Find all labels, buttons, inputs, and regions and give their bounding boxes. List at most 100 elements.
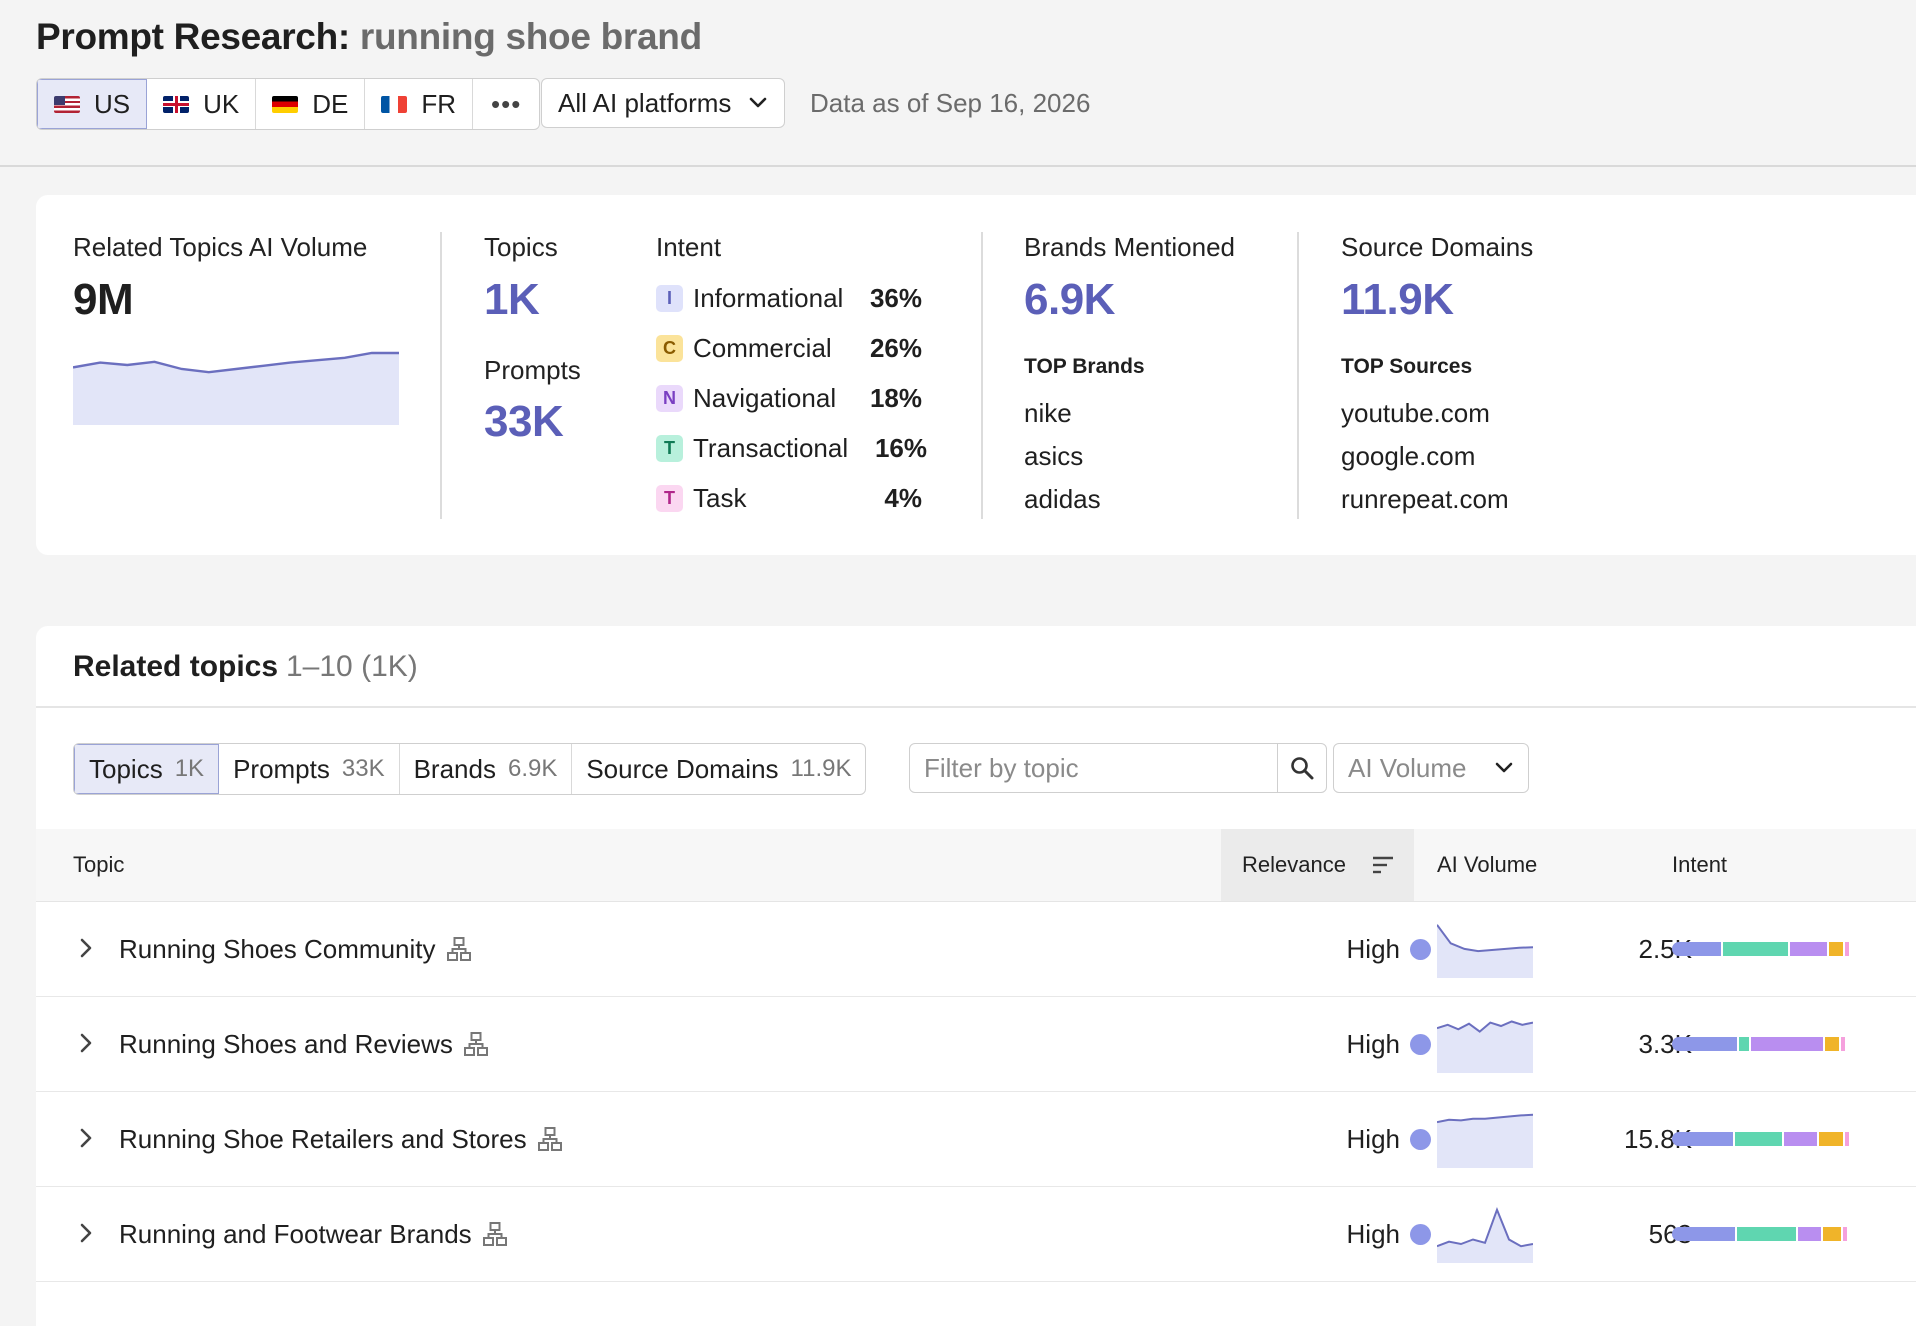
section-title: Related topics (73, 650, 279, 683)
volume-trend-line (73, 351, 399, 374)
prompts-label: Prompts (484, 355, 581, 385)
top-source-item[interactable]: runrepeat.com (1341, 484, 1509, 514)
top-brand-item[interactable]: adidas (1024, 484, 1101, 514)
topic-name[interactable]: Running Shoe Retailers and Stores (119, 1123, 527, 1154)
intent-name: Informational (693, 282, 844, 313)
table-row[interactable]: Running Shoes Community High 2.5K (36, 902, 1916, 997)
volume-select[interactable]: AI Volume (1333, 743, 1529, 793)
intent-badge: T (656, 484, 683, 512)
column-ai-volume[interactable]: AI Volume (1437, 852, 1538, 877)
related-topics-card: Related topics 1–10 (1K) Topics 1K Promp… (36, 626, 1916, 1326)
chevron-right-icon[interactable] (76, 1219, 96, 1247)
topic-name-cell[interactable]: Running and Footwear Brands (119, 1187, 508, 1281)
hierarchy-icon[interactable] (463, 1031, 489, 1057)
top-source-item[interactable]: google.com (1341, 441, 1476, 471)
intent-segment (1737, 1227, 1797, 1241)
intent-segment (1790, 942, 1827, 956)
top-sources-heading: TOP Sources (1341, 355, 1473, 378)
sources-label: Source Domains (1341, 232, 1534, 262)
topic-filter (909, 743, 1327, 793)
topic-name[interactable]: Running Shoes and Reviews (119, 1028, 453, 1059)
sparkline-line (1437, 1113, 1533, 1124)
table-row[interactable]: Running Shoe Retailers and Stores High 15.… (36, 1092, 1916, 1187)
tab-count: 1K (174, 755, 205, 782)
chevron-right-icon[interactable] (76, 1124, 96, 1152)
hierarchy-icon[interactable] (482, 1221, 508, 1247)
platform-select[interactable]: All AI platforms (541, 78, 785, 128)
tab-brands[interactable]: Brands 6.9K (400, 744, 573, 794)
intent-distribution-bar (1672, 1037, 1884, 1051)
geo-us-button[interactable]: US (37, 79, 148, 129)
column-topic[interactable]: Topic (73, 852, 125, 877)
intent-row: C Commercial 26% (656, 330, 922, 366)
divider (36, 706, 1916, 708)
intent-name: Task (693, 482, 747, 513)
tab-topics[interactable]: Topics 1K (74, 744, 220, 794)
tab-prompts[interactable]: Prompts 33K (219, 744, 400, 794)
relevance-cell: High (1276, 997, 1431, 1091)
table-row[interactable]: Running and Footwear Brands High 563 (36, 1187, 1916, 1282)
top-brands-heading: TOP Brands (1024, 355, 1145, 378)
intent-segment (1824, 1037, 1840, 1051)
relevance-dot-icon (1410, 938, 1431, 960)
column-relevance[interactable]: Relevance (1221, 829, 1414, 901)
tab-label: Brands (413, 753, 496, 784)
column-intent[interactable]: Intent (1672, 852, 1728, 877)
divider (440, 232, 442, 519)
chevron-right-icon[interactable] (76, 934, 96, 962)
relevance-dot-icon (1410, 1223, 1431, 1245)
intent-row: I Informational 36% (656, 280, 922, 316)
intent-name: Transactional (693, 432, 849, 463)
table-header: Topic Relevance AI Volume Intent (36, 829, 1916, 902)
topic-name[interactable]: Running Shoes Community (119, 933, 436, 964)
topic-name-cell[interactable]: Running Shoe Retailers and Stores (119, 1092, 563, 1186)
search-button[interactable] (1277, 744, 1326, 792)
topic-name[interactable]: Running and Footwear Brands (119, 1218, 472, 1249)
intent-pct: 26% (869, 332, 922, 363)
page-header: Prompt Research: running shoe brand US U… (0, 0, 1916, 167)
hierarchy-icon[interactable] (446, 936, 472, 962)
volume-sparkline (1437, 1207, 1533, 1263)
relevance-value: High (1346, 1218, 1400, 1249)
more-geos-button[interactable]: ••• (491, 88, 522, 119)
intent-segment (1841, 1037, 1846, 1051)
sparkline-line (1437, 1207, 1533, 1248)
sparkline-area (1437, 1209, 1533, 1263)
intent-segment (1818, 1132, 1844, 1146)
topic-name-cell[interactable]: Running Shoes and Reviews (119, 997, 489, 1091)
relevance-value: High (1346, 1028, 1400, 1059)
search-icon (1291, 757, 1314, 780)
sparkline-area (1437, 1114, 1533, 1168)
intent-segment (1739, 1037, 1750, 1051)
top-brand-item[interactable]: asics (1024, 441, 1084, 471)
tab-source-domains[interactable]: Source Domains 11.9K (572, 744, 865, 794)
intent-segment (1751, 1037, 1823, 1051)
chevron-right-icon[interactable] (76, 1029, 96, 1057)
tab-count: 6.9K (507, 755, 558, 782)
volume-trend-chart (73, 351, 399, 425)
intent-segment (1845, 1132, 1850, 1146)
tab-count: 11.9K (790, 755, 852, 782)
intent-name: Navigational (693, 382, 837, 413)
intent-segment (1822, 1227, 1842, 1241)
data-date: Data as of Sep 16, 2026 (810, 88, 1091, 118)
filter-by-topic-input[interactable] (910, 744, 1277, 792)
volume-select-value: AI Volume (1348, 752, 1467, 783)
geo-de-button[interactable]: DE (256, 79, 366, 129)
intent-segment (1672, 1132, 1734, 1146)
volume-sparkline (1437, 1113, 1533, 1168)
table-row[interactable]: Running Shoes and Reviews High 3.3K (36, 997, 1916, 1092)
geo-uk-button[interactable]: UK (147, 79, 257, 129)
top-source-item[interactable]: youtube.com (1341, 398, 1490, 428)
fr-flag-icon (381, 95, 408, 113)
hierarchy-icon[interactable] (537, 1126, 563, 1152)
intent-segment (1845, 942, 1850, 956)
intent-row: T Task 4% (656, 480, 922, 516)
topic-name-cell[interactable]: Running Shoes Community (119, 902, 472, 996)
column-label: Relevance (1242, 852, 1346, 877)
geo-fr-button[interactable]: FR (365, 79, 474, 129)
chevron-down-icon (749, 97, 767, 108)
top-brand-item[interactable]: nike (1024, 398, 1072, 428)
sources-value: 11.9K (1341, 275, 1454, 324)
brands-label: Brands Mentioned (1024, 232, 1236, 262)
